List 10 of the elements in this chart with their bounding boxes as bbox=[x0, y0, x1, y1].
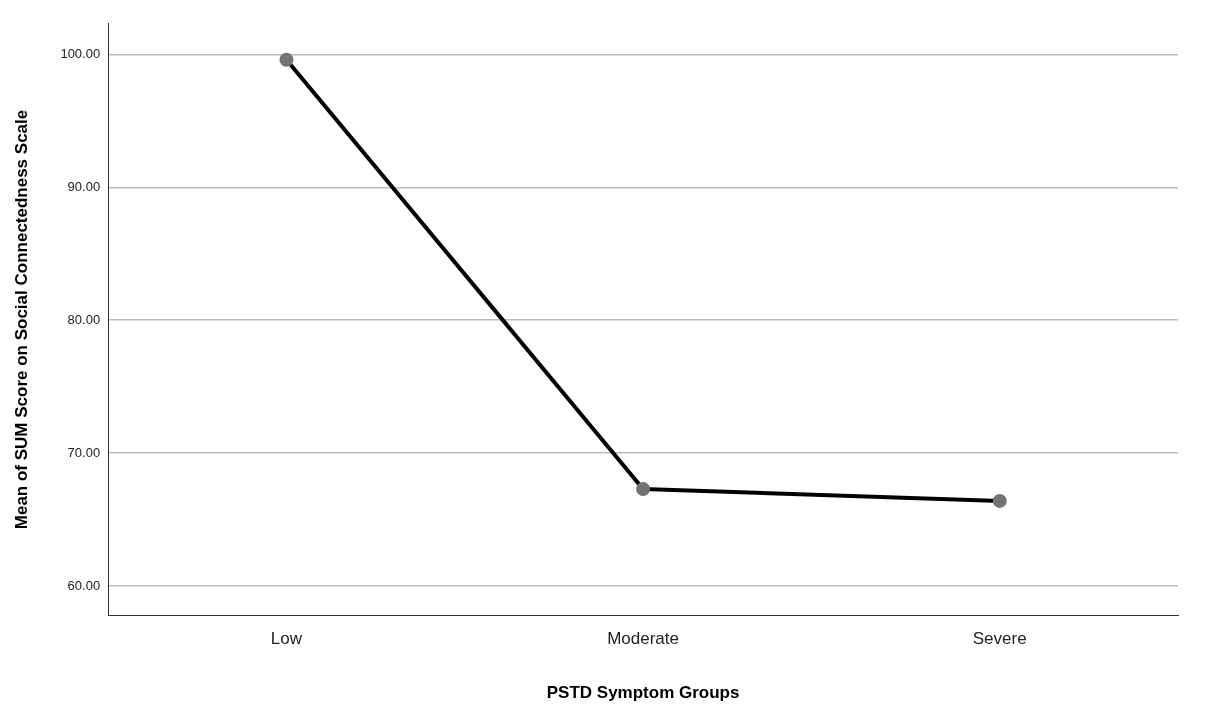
x-tick-label: Severe bbox=[972, 629, 1027, 649]
x-tick-label: Moderate bbox=[607, 629, 679, 649]
y-tick-label: 60.00 bbox=[67, 577, 101, 593]
y-tick-label: 80.00 bbox=[67, 311, 101, 327]
y-axis-title: Mean of SUM Score on Social Connectedness Scale bbox=[11, 109, 31, 530]
x-axis-title: PSTD Symptom Groups bbox=[546, 683, 740, 703]
y-tick-label: 90.00 bbox=[67, 178, 101, 194]
y-tick-label: 70.00 bbox=[67, 444, 101, 460]
y-tick-label: 100.00 bbox=[60, 45, 101, 61]
x-tick-label: Low bbox=[270, 629, 303, 649]
